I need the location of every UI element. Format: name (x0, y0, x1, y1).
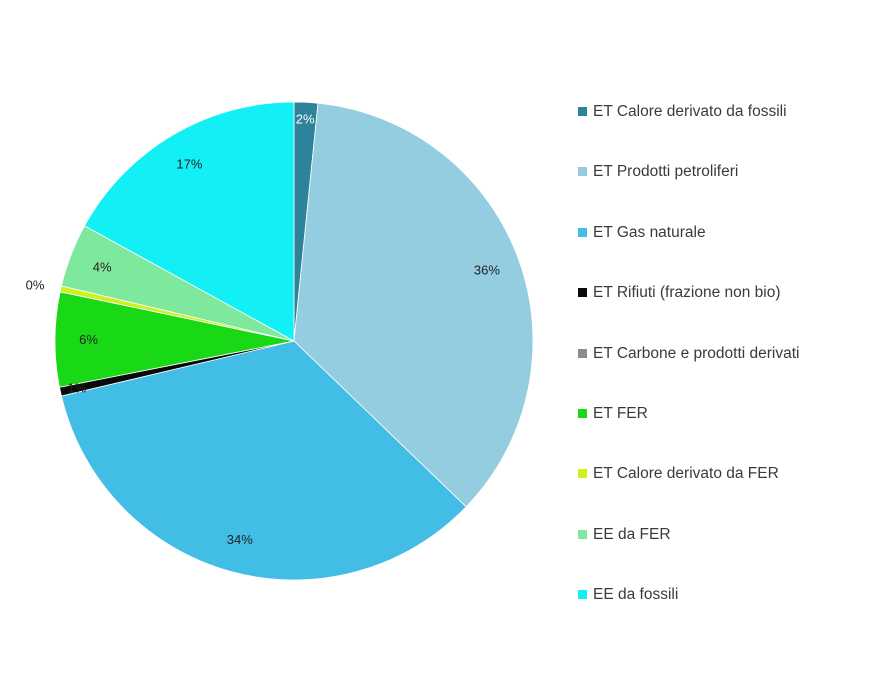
chart-legend: ET Calore derivato da fossili ET Prodott… (578, 102, 878, 646)
legend-swatch (578, 167, 587, 177)
legend-label: ET Calore derivato da FER (593, 465, 779, 483)
legend-label: ET Gas naturale (593, 223, 706, 241)
legend-swatch (578, 288, 587, 298)
legend-item: ET Calore derivato da FER (578, 464, 878, 524)
legend-swatch (578, 348, 587, 358)
legend-swatch (578, 107, 587, 116)
legend-item: EE da FER (578, 525, 878, 585)
legend-swatch (578, 590, 587, 600)
legend-label: ET Calore derivato da fossili (593, 103, 787, 120)
pie-slice (293, 102, 534, 508)
legend-item: ET Rifiuti (frazione non bio) (578, 283, 878, 343)
legend-item: ET FER (578, 404, 878, 464)
legend-item: ET Prodotti petroliferi (578, 162, 878, 222)
legend-item: ET Calore derivato da fossili (578, 102, 878, 162)
slice-data-label: 1% (67, 381, 86, 396)
legend-label: ET Rifiuti (frazione non bio) (593, 284, 781, 302)
legend-item: ET Gas naturale (578, 223, 878, 283)
legend-label: ET FER (593, 404, 648, 422)
pie-slice (84, 101, 295, 342)
slice-data-label: 4% (93, 260, 112, 275)
legend-item: ET Carbone e prodotti derivati (578, 344, 878, 404)
slice-data-label: 2% (296, 112, 315, 127)
slice-data-label: 0% (26, 278, 45, 293)
legend-swatch (578, 408, 587, 418)
slice-data-label: 6% (79, 332, 98, 347)
pie-slice (60, 340, 467, 581)
legend-label: EE da fossili (593, 586, 679, 604)
legend-label: ET Prodotti petroliferi (593, 163, 739, 181)
legend-label: ET Carbone e prodotti derivati (593, 344, 800, 362)
slice-data-label: 36% (474, 263, 500, 278)
legend-item: EE da fossili (578, 585, 878, 645)
legend-swatch (578, 227, 587, 237)
legend-label: EE da FER (593, 525, 671, 543)
slice-data-label: 17% (176, 157, 202, 172)
legend-swatch (578, 469, 587, 479)
legend-swatch (578, 529, 587, 539)
slice-data-label: 34% (227, 532, 253, 547)
